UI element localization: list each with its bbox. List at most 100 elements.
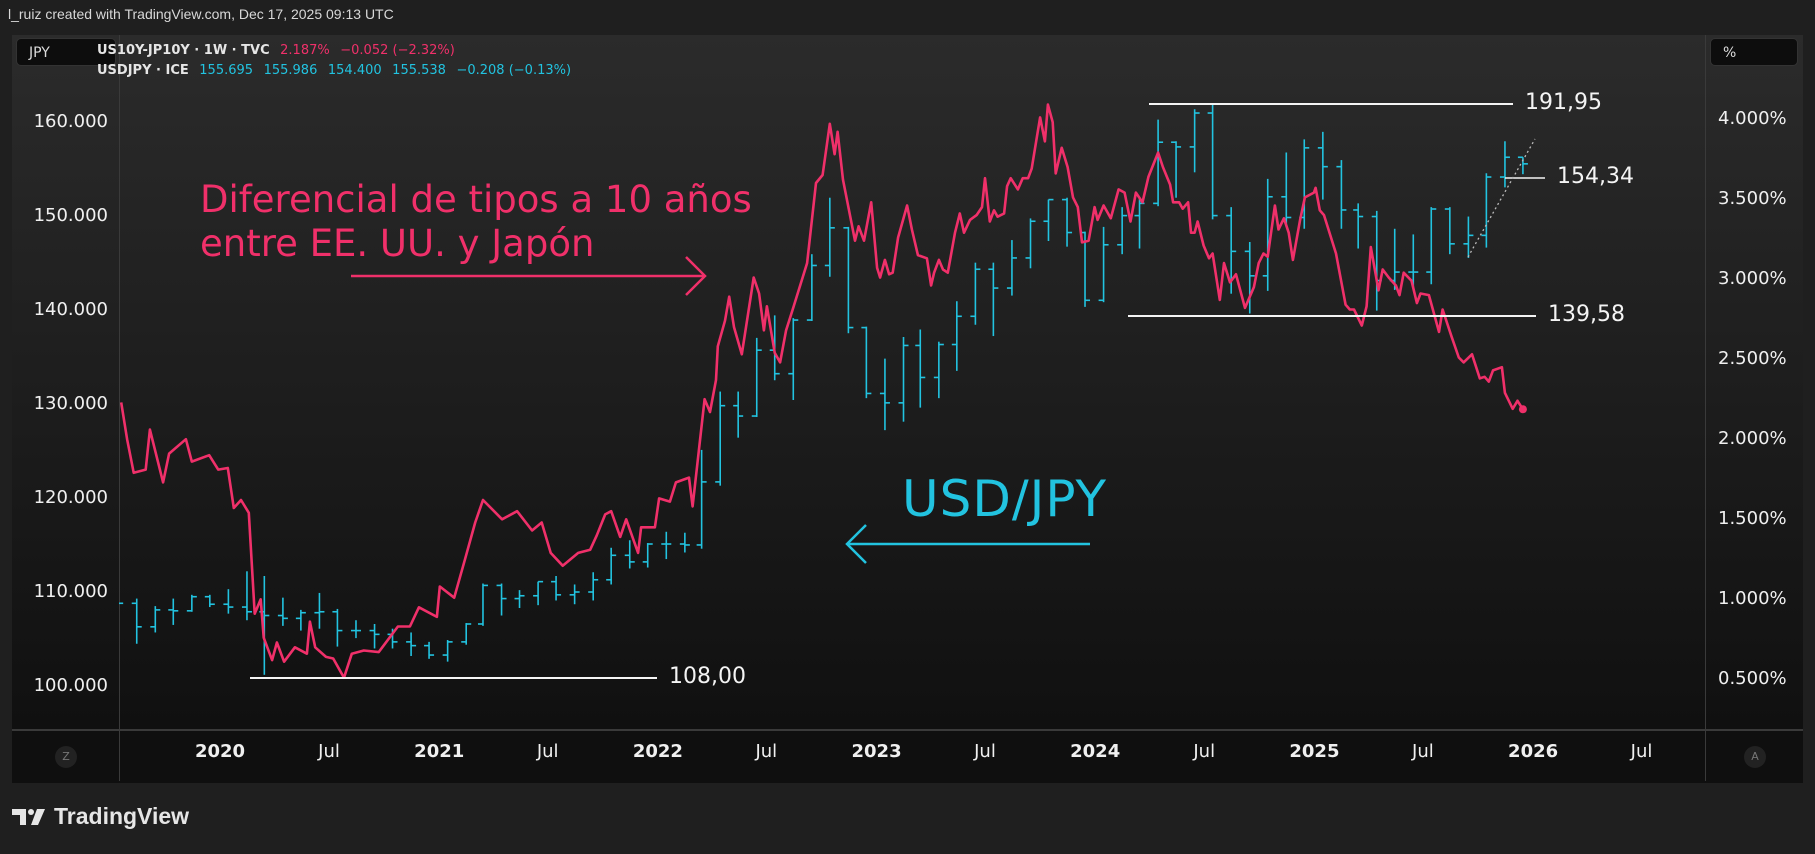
usdjpy-bar — [533, 580, 544, 606]
left-axis-tick: 120.000 — [33, 486, 108, 508]
level-label-current: 154,34 — [1557, 164, 1634, 189]
tradingview-logo-icon — [12, 808, 45, 825]
usdjpy-bar — [898, 336, 909, 422]
spread-line-group — [119, 103, 1527, 679]
usdjpy-bar — [332, 608, 343, 647]
usdjpy-bar — [442, 639, 453, 662]
usdjpy-bar — [696, 449, 707, 549]
trend-line-dotted[interactable] — [1467, 138, 1536, 258]
left-axis-tick: 140.000 — [33, 298, 108, 320]
usdjpy-bar — [1262, 178, 1273, 291]
usdjpy-bar — [477, 583, 488, 626]
usdjpy-bar — [1062, 197, 1073, 247]
time-axis-tick: Jul — [974, 741, 996, 762]
usdjpy-bar — [1153, 119, 1164, 207]
usdjpy-bar — [1463, 216, 1474, 258]
time-axis-tick: 2024 — [1070, 741, 1121, 762]
usdjpy-bar — [661, 531, 672, 560]
usdjpy-bar — [168, 598, 179, 625]
legend-spread-value: 2.187% — [280, 43, 330, 58]
usdjpy-bar — [150, 606, 161, 633]
usdjpy-bar — [1244, 241, 1255, 314]
spread-line — [119, 103, 1524, 679]
right-scale-unit-box[interactable]: % — [1710, 38, 1798, 66]
usdjpy-bar — [951, 301, 962, 371]
usdjpy-bar — [241, 571, 252, 621]
legend-spread[interactable]: US10Y-JP10Y · 1W · TVC 2.187% −0.052 (−2… — [97, 43, 461, 58]
legend-spread-change: −0.052 (−2.32%) — [340, 43, 455, 58]
usdjpy-bar — [1006, 240, 1017, 296]
legend-usdjpy-close: 155.538 — [392, 63, 446, 78]
usdjpy-bar — [624, 540, 635, 569]
right-axis-tick: 3.500% — [1718, 188, 1787, 210]
right-axis-tick: 1.500% — [1718, 508, 1787, 530]
usdjpy-bar — [277, 597, 288, 626]
usdjpy-bar — [295, 609, 306, 631]
left-axis-tick: 110.000 — [33, 581, 108, 602]
right-axis-tick: 2.000% — [1718, 428, 1787, 450]
usdjpy-bar — [369, 623, 380, 649]
tradingview-logo[interactable]: TradingView — [12, 803, 189, 830]
time-axis-tick: Jul — [318, 741, 340, 762]
right-axis-separator — [1705, 35, 1706, 781]
usdjpy-bar — [715, 391, 726, 486]
usdjpy-bar — [424, 641, 435, 659]
right-axis-tick: 0.500% — [1718, 668, 1787, 690]
usdjpy-bar — [131, 598, 142, 644]
usdjpy-bar — [1317, 131, 1328, 200]
time-axis-tick: 2022 — [632, 741, 683, 762]
time-axis-tick: 2025 — [1289, 741, 1340, 762]
left-scale-currency-box[interactable]: JPY — [16, 38, 116, 66]
level-label-mid: 139,58 — [1548, 302, 1625, 327]
drawings — [250, 103, 1545, 679]
usdjpy-bar — [551, 576, 562, 601]
left-axis-tick: 100.000 — [33, 675, 108, 697]
usdjpy-bar — [1499, 141, 1510, 188]
scale-z-button[interactable]: Z — [55, 746, 77, 768]
time-axis-tick: 2023 — [851, 741, 902, 762]
legend-usdjpy-high: 155.986 — [263, 63, 318, 78]
time-axis-tick: Jul — [755, 741, 778, 762]
usdjpy-bar — [606, 547, 617, 585]
usdjpy-bar — [642, 543, 653, 568]
usdjpy-bar — [861, 326, 872, 399]
usdjpy-bar — [1336, 160, 1347, 229]
usdjpy-bar — [314, 592, 325, 629]
usdjpy-bar — [1043, 198, 1054, 242]
usdjpy-bar — [788, 318, 799, 401]
usdjpy-bar — [1134, 197, 1145, 249]
usdjpy-bar — [204, 594, 215, 608]
usdjpy-bar — [514, 590, 525, 608]
spread-annotation-line1: Diferencial de tipos a 10 años — [200, 178, 752, 221]
usdjpy-bar — [1444, 207, 1455, 255]
usdjpy-bar — [186, 594, 197, 612]
spread-last-point — [1518, 405, 1527, 414]
time-axis[interactable] — [12, 729, 1803, 783]
legend-usdjpy[interactable]: USDJPY · ICE 155.695 155.986 154.400 155… — [97, 63, 577, 78]
time-axis-tick: Jul — [1630, 741, 1653, 762]
usdjpy-bar — [1426, 207, 1437, 285]
left-axis-tick: 130.000 — [33, 392, 108, 414]
usdjpy-bar — [824, 197, 835, 277]
scale-auto-button[interactable]: A — [1744, 746, 1766, 768]
spread-annotation-line2: entre EE. UU. y Japón — [200, 222, 595, 265]
right-axis-tick: 3.000% — [1718, 268, 1787, 290]
legend-usdjpy-change: −0.208 (−0.13%) — [456, 63, 572, 78]
usdjpy-bar — [461, 623, 472, 645]
tradingview-wordmark: TradingView — [54, 803, 190, 829]
time-axis-tick: Jul — [536, 741, 559, 762]
right-axis-tick: 2.500% — [1718, 348, 1787, 370]
left-axis-separator — [119, 35, 120, 781]
legend-usdjpy-open: 155.695 — [199, 63, 254, 78]
usdjpy-bar — [933, 341, 944, 399]
usdjpy-bar — [569, 584, 580, 605]
usdjpy-annotation-text: USD/JPY — [902, 470, 1108, 528]
left-axis-tick: 160.000 — [33, 110, 108, 132]
left-axis-tick: 150.000 — [33, 204, 108, 226]
chart-credit: l_ruiz created with TradingView.com, Dec… — [8, 6, 394, 22]
usdjpy-bar — [1207, 103, 1218, 220]
usdjpy-bar — [1171, 141, 1182, 198]
usdjpy-bar — [1098, 226, 1109, 303]
legend-usdjpy-low: 154.400 — [327, 63, 382, 78]
